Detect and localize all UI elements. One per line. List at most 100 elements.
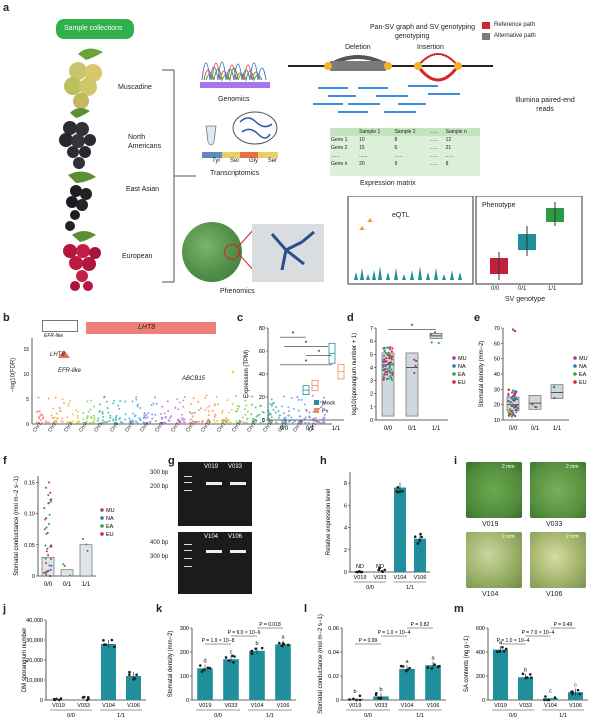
manhattan-point (47, 397, 50, 400)
manhattan-point (164, 421, 167, 424)
matrix-cell: 15 (359, 145, 365, 151)
matrix-row: Gene 2 15 6...... 21 (330, 144, 480, 152)
manhattan-point (112, 418, 115, 421)
data-point (514, 414, 517, 418)
pval-label: P = 0.018 (259, 622, 281, 628)
data-point (509, 401, 512, 404)
annotation-efr: EFR-like (58, 368, 82, 374)
legend-label: NA (579, 364, 587, 370)
x-tick-label: 0/1 (306, 426, 315, 432)
manhattan-point (54, 396, 57, 399)
data-point (388, 364, 392, 367)
data-point (502, 649, 506, 653)
manhattan-point (245, 404, 248, 407)
manhattan-point (77, 410, 80, 413)
eqtl-label: eQTL (392, 212, 410, 219)
data-point (355, 570, 358, 574)
manhattan-point (213, 415, 216, 418)
data-point (396, 486, 400, 489)
manhattan-point (66, 416, 69, 419)
x-tick-label: V033 (375, 703, 388, 709)
y-tick-label: 300 (180, 626, 189, 632)
x-tick-label: V104 (102, 703, 115, 709)
manhattan-point (284, 416, 287, 419)
manhattan-point (213, 403, 216, 406)
gel-top-lane-1: V019 (204, 464, 219, 470)
data-point (200, 670, 204, 673)
manhattan-point (142, 416, 145, 419)
manhattan-point (85, 421, 88, 424)
data-point (384, 370, 387, 374)
manhattan-point (197, 408, 200, 411)
data-point (44, 573, 47, 576)
manhattan-point (101, 419, 104, 422)
manhattan-point (244, 399, 247, 402)
data-point (389, 371, 392, 374)
bar (414, 538, 426, 572)
data-point (382, 354, 386, 357)
manhattan-point (106, 407, 109, 410)
manhattan-point (319, 406, 322, 409)
manhattan-point (235, 420, 238, 423)
group-label: 0/0 (214, 713, 222, 719)
x-tick-label: V033 (225, 703, 238, 709)
manhattan-y-tick: 0 (26, 422, 29, 428)
matrix-cell: ...... (359, 153, 368, 159)
manhattan-point (92, 421, 95, 424)
data-point (507, 394, 510, 397)
panel-label-f: f (3, 455, 7, 467)
manhattan-point (130, 420, 133, 423)
gel-top-ladder-2: 200 bp (150, 484, 169, 490)
y-tick-label: 2 (344, 548, 347, 554)
manhattan-point (188, 421, 191, 424)
data-point (227, 659, 231, 662)
pval-label: P = 1.9 × 10−8 (202, 638, 235, 644)
sig-letter: b (255, 641, 258, 647)
sv-genotype-label: SV genotype (505, 296, 546, 303)
annotation-abcb15: ABCB15 (182, 376, 206, 382)
manhattan-point (290, 416, 293, 419)
manhattan-point (272, 409, 275, 412)
deletion-label: Deletion (345, 44, 371, 51)
manhattan-point (146, 416, 149, 419)
manhattan-point (128, 417, 131, 420)
y-axis-label: log10(sporangium number + 1) (352, 333, 358, 415)
data-point (254, 647, 257, 651)
manhattan-point (114, 419, 117, 422)
data-point (63, 564, 66, 567)
data-point (47, 494, 50, 497)
manhattan-point (298, 415, 301, 418)
x-tick-label: 0/0 (509, 426, 518, 432)
data-point-outlier (511, 328, 515, 331)
manhattan-point (105, 400, 108, 403)
manhattan-point (39, 414, 42, 417)
manhattan-point (191, 415, 194, 418)
manhattan-point (77, 417, 80, 420)
bar (223, 659, 239, 700)
legend-label: EU (106, 532, 114, 538)
data-point (44, 562, 47, 565)
data-point (433, 331, 437, 334)
data-point (47, 501, 50, 504)
manhattan-point (53, 420, 56, 423)
legend-label: Pv (322, 409, 329, 415)
manhattan-point (293, 407, 296, 410)
species-bracket (162, 69, 196, 283)
species-european: European (122, 253, 153, 260)
manhattan-point (145, 413, 148, 416)
manhattan-point (241, 416, 244, 419)
data-point (47, 523, 50, 526)
manhattan-point (159, 413, 162, 416)
manhattan-point (238, 405, 241, 408)
manhattan-point (311, 394, 314, 397)
manhattan-point (182, 405, 185, 408)
manhattan-point (197, 400, 200, 403)
manhattan-point (39, 419, 42, 422)
manhattan-point (53, 416, 56, 419)
manhattan-point (152, 402, 155, 405)
bar (543, 698, 558, 700)
y-tick-label: 7 (370, 326, 373, 332)
legend-label: EU (458, 380, 466, 386)
gene-track-label: LHT8 (138, 324, 156, 331)
manhattan-point (207, 410, 210, 413)
